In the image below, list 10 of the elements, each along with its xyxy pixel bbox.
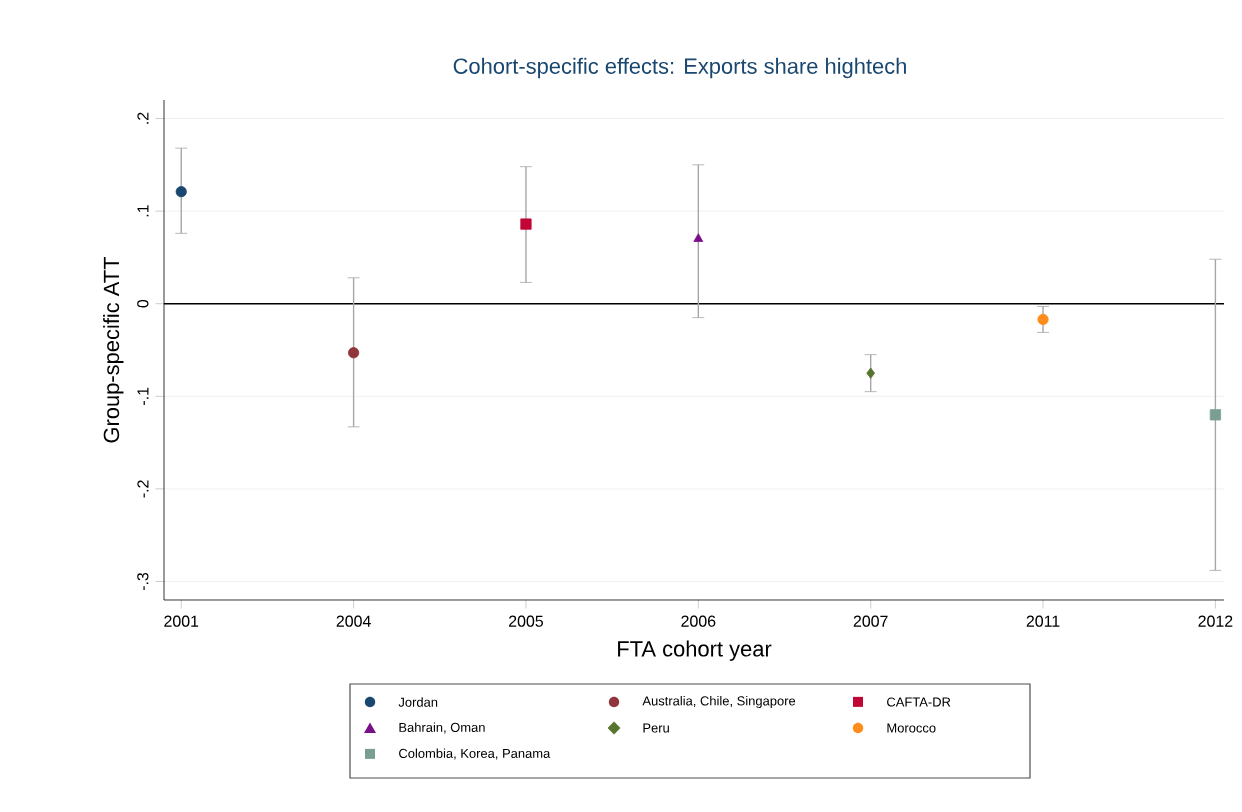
point [866,367,875,379]
point [520,218,532,230]
point [1209,409,1221,421]
point [1037,313,1049,326]
point [175,186,187,198]
y-axis-title: Group-specific ATT [103,256,124,443]
x-axis-title: FTA cohort year [618,640,772,661]
point [693,233,704,242]
point [348,347,360,359]
chart-title: Cohort-specific effects: Exports share hightech [453,57,906,79]
